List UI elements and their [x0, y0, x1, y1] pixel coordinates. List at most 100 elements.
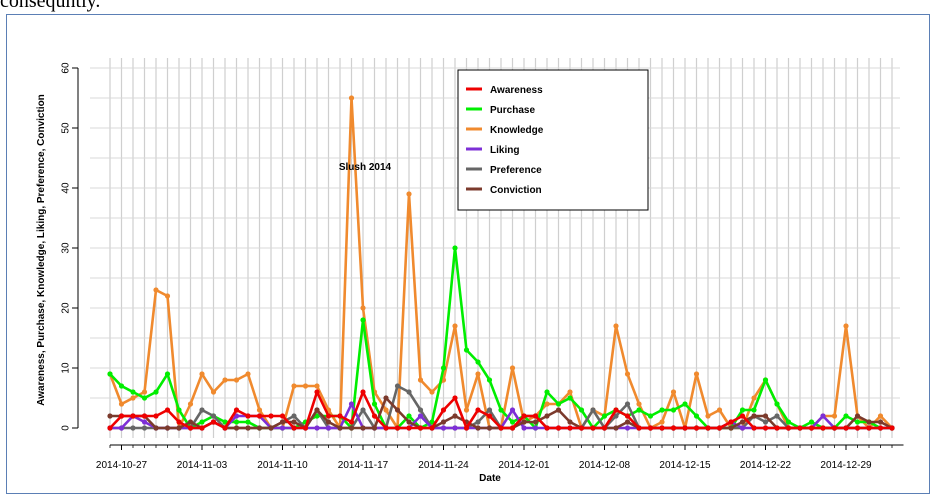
data-point-preference — [406, 389, 412, 395]
data-point-conviction — [613, 425, 619, 431]
data-point-knowledge — [130, 395, 136, 401]
data-point-conviction — [854, 413, 861, 419]
data-point-awareness — [383, 425, 389, 431]
data-point-conviction — [532, 419, 539, 425]
data-point-preference — [130, 425, 136, 431]
data-point-awareness — [624, 413, 631, 419]
data-point-knowledge — [693, 371, 700, 377]
data-point-purchase — [682, 401, 688, 407]
data-point-conviction — [394, 407, 401, 413]
data-point-awareness — [647, 425, 654, 431]
data-point-knowledge — [624, 371, 631, 377]
data-point-awareness — [199, 425, 205, 431]
data-point-preference — [590, 407, 596, 413]
data-point-purchase — [751, 407, 757, 413]
data-point-preference — [475, 419, 481, 425]
data-point-purchase — [739, 407, 746, 413]
axes: 0 10 20 30 40 50 60 2014-10-27 2014-11-03 2014-11… — [36, 62, 904, 483]
data-point-purchase — [118, 383, 125, 389]
legend: Awareness Purchase Knowledge Liking Preferen… — [457, 69, 649, 211]
data-point-awareness — [659, 425, 665, 431]
data-point-awareness — [751, 425, 757, 431]
data-point-knowledge — [256, 407, 263, 413]
data-point-knowledge — [417, 377, 424, 383]
data-point-purchase — [429, 419, 435, 425]
data-point-knowledge — [636, 401, 642, 407]
x-tick-label: 2014-11-17 — [338, 460, 389, 471]
data-point-knowledge — [843, 323, 849, 329]
data-point-liking — [521, 425, 527, 431]
data-point-knowledge — [291, 383, 297, 389]
data-point-awareness — [889, 425, 895, 431]
data-point-awareness — [475, 407, 481, 413]
data-point-awareness — [337, 413, 343, 419]
data-point-knowledge — [153, 287, 159, 293]
data-point-purchase — [371, 401, 378, 407]
data-point-awareness — [486, 413, 493, 419]
data-point-awareness — [394, 425, 401, 431]
data-point-purchase — [647, 413, 654, 419]
data-point-purchase — [153, 389, 159, 395]
data-point-awareness — [256, 413, 263, 419]
data-point-awareness — [831, 425, 838, 431]
data-point-awareness — [728, 419, 734, 425]
data-point-conviction — [866, 419, 872, 425]
data-point-purchase — [406, 413, 412, 419]
data-point-awareness — [164, 407, 171, 413]
data-point-purchase — [463, 347, 470, 353]
data-point-purchase — [176, 407, 182, 413]
data-point-awareness — [233, 407, 240, 413]
data-point-preference — [613, 413, 619, 419]
data-point-purchase — [774, 401, 780, 407]
y-tick-label: 50 — [61, 122, 72, 134]
data-point-preference — [774, 413, 780, 419]
data-point-conviction — [348, 425, 355, 431]
data-point-knowledge — [544, 401, 550, 407]
data-point-awareness — [774, 425, 780, 431]
data-point-awareness — [348, 419, 355, 425]
data-point-knowledge — [360, 305, 366, 311]
data-point-preference — [417, 407, 424, 413]
data-point-awareness — [371, 413, 378, 419]
data-point-awareness — [187, 425, 194, 431]
x-tick-label: 2014-11-10 — [257, 460, 308, 471]
data-point-awareness — [509, 425, 516, 431]
data-point-knowledge — [187, 401, 194, 407]
y-tick-label: 0 — [61, 425, 72, 431]
data-point-purchase — [314, 413, 320, 419]
data-point-liking — [279, 425, 286, 431]
data-point-awareness — [578, 425, 585, 431]
annotation-label: Slush 2014 — [339, 162, 392, 173]
data-point-purchase — [475, 359, 481, 365]
data-point-awareness — [820, 425, 826, 431]
data-point-awareness — [417, 425, 424, 431]
data-point-preference — [486, 407, 493, 413]
series-lines — [107, 95, 895, 431]
data-point-preference — [360, 407, 366, 413]
data-point-knowledge — [141, 389, 148, 395]
data-point-purchase — [486, 377, 493, 383]
data-point-purchase — [670, 407, 677, 413]
data-point-purchase — [233, 419, 240, 425]
data-point-conviction — [245, 425, 251, 431]
data-point-purchase — [199, 419, 205, 425]
legend-label: Conviction — [490, 185, 542, 196]
data-point-awareness — [325, 413, 332, 419]
data-point-knowledge — [233, 377, 240, 383]
data-point-conviction — [291, 419, 297, 425]
data-point-awareness — [406, 425, 412, 431]
data-point-conviction — [406, 419, 412, 425]
annotations: Slush 2014 — [339, 162, 392, 173]
data-point-purchase — [785, 419, 792, 425]
data-point-awareness — [682, 425, 688, 431]
data-point-purchase — [578, 407, 585, 413]
data-point-knowledge — [831, 413, 838, 419]
data-point-liking — [509, 407, 516, 413]
data-point-awareness — [808, 425, 815, 431]
data-point-knowledge — [463, 407, 470, 413]
x-tick-label: 2014-12-01 — [498, 460, 550, 471]
legend-label: Knowledge — [490, 125, 544, 136]
data-point-conviction — [268, 425, 274, 431]
data-point-conviction — [325, 419, 332, 425]
data-point-awareness — [693, 425, 700, 431]
